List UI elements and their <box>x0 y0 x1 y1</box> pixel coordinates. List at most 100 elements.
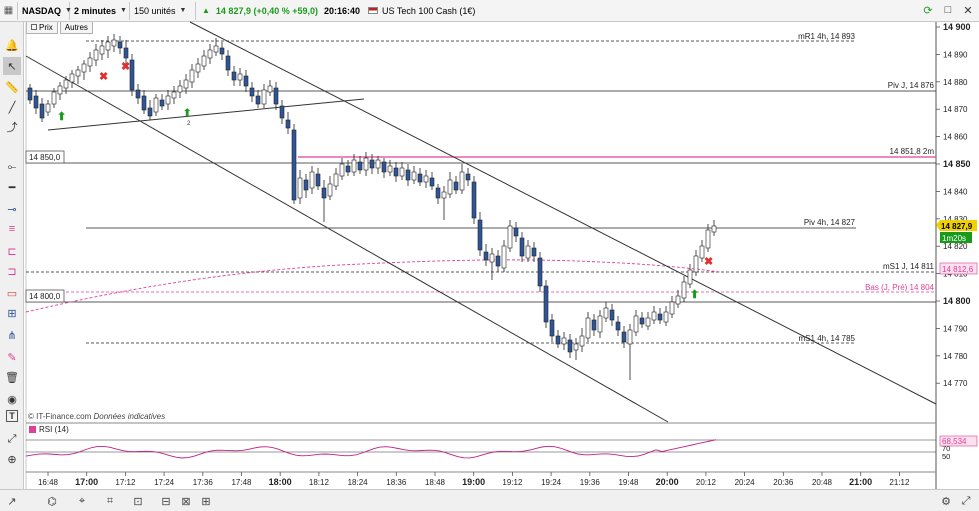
period-select[interactable]: 2 minutes ▼ <box>70 1 130 20</box>
time-axis-ticks: 16:48 17:00 17:12 17:24 17:36 17:48 18:00 18:12… <box>38 472 910 487</box>
signal-count: 2 <box>187 121 191 127</box>
candle-body <box>381 161 387 173</box>
cursor-icon[interactable]: ↗ <box>7 495 17 508</box>
pitchfork-tool-icon[interactable]: ⋔ <box>7 329 17 342</box>
indicator-tool-icon[interactable]: ⤢ <box>7 432 17 445</box>
candle-body <box>141 95 147 111</box>
channel-tool-icon[interactable]: ≡ <box>8 223 16 235</box>
chevron-down-icon: ▼ <box>179 7 187 14</box>
candle-body <box>357 161 363 171</box>
tab-autres[interactable]: Autres <box>59 22 93 34</box>
candle-body <box>243 75 249 87</box>
candle-body <box>81 63 87 73</box>
candle-body <box>63 79 69 89</box>
ruler-tool-icon[interactable]: 📏 <box>5 81 19 94</box>
zoom-tool-icon[interactable]: ⊕ <box>7 453 17 466</box>
candlesticks <box>27 34 717 380</box>
eye-icon[interactable]: ◉ <box>7 393 17 406</box>
trash-icon[interactable]: 🗑 <box>5 371 19 384</box>
time-tick-label: 20:36 <box>773 478 794 487</box>
trendline-tool-icon[interactable]: ⤴ <box>6 122 18 134</box>
tool-g-icon[interactable]: ⊞ <box>201 495 211 508</box>
candle-body <box>105 41 111 51</box>
candle-body <box>663 311 669 323</box>
settings-icon[interactable]: ⚙ <box>941 495 951 508</box>
tool-a-icon[interactable]: ⌬ <box>47 495 57 508</box>
candle-body <box>591 319 597 331</box>
chart-area[interactable]: 14 900 14 890 14 880 14 870 14 860 14 850 14 8… <box>0 0 979 489</box>
candle-body <box>45 103 51 113</box>
price-tick-label: 14 840 <box>943 187 968 196</box>
candle-body <box>477 219 483 251</box>
time-tick-label: 19:48 <box>618 478 639 487</box>
time-tick-label: 17:36 <box>193 478 214 487</box>
price-tick-label: 14 860 <box>943 133 968 142</box>
candle-body <box>177 85 183 93</box>
line-tool-icon[interactable]: ╱ <box>8 101 16 114</box>
candle-body <box>69 73 75 83</box>
candle-body <box>147 107 153 117</box>
candle-body <box>459 171 465 191</box>
price-tick-label: 14 790 <box>943 324 968 333</box>
fibonacci-tool-icon[interactable]: ⊏ <box>7 245 17 258</box>
tab-prix[interactable]: Prix <box>26 22 58 34</box>
candle-body <box>285 119 291 129</box>
rsi-color-swatch <box>29 426 36 433</box>
horizontal-ray-icon[interactable]: ⊸ <box>7 203 17 216</box>
candle-body <box>33 95 39 109</box>
us-flag-icon <box>368 7 379 14</box>
tool-b-icon[interactable]: ⌖ <box>78 494 86 507</box>
checkbox-icon <box>31 24 37 30</box>
candle-body <box>87 57 93 67</box>
gann-tool-icon[interactable]: ⊞ <box>7 307 17 320</box>
tool-d-icon[interactable]: ⊡ <box>133 495 143 508</box>
expand-icon[interactable]: ⤢ <box>961 494 971 507</box>
maximize-icon[interactable]: □ <box>944 4 952 16</box>
box-14850 <box>25 150 65 164</box>
price-tick-label: 14 850 <box>943 159 971 169</box>
candle-body <box>525 245 531 259</box>
box-14850-label: 14 850,0 <box>29 153 61 162</box>
candle-body <box>237 73 243 81</box>
time-tick-label: 16:48 <box>38 478 59 487</box>
tool-f-icon[interactable]: ⊠ <box>181 495 191 508</box>
horizontal-line-icon[interactable]: ⟜ <box>7 160 17 173</box>
menu-icon-cell[interactable]: ▦ <box>0 1 18 20</box>
refresh-icon[interactable]: ⟳ <box>923 4 933 17</box>
candle-body <box>27 87 33 101</box>
candle-body <box>531 247 537 257</box>
candle-body <box>135 89 141 99</box>
candle-body <box>633 315 639 333</box>
candle-body <box>297 177 303 199</box>
text-tool-icon[interactable]: ✎ <box>7 351 17 364</box>
tool-c-icon[interactable]: ⌗ <box>106 494 114 507</box>
buy-signal-icon: ⬆ <box>690 289 699 301</box>
price-axis-ticks: 14 900 14 890 14 880 14 870 14 860 14 850 14 8… <box>936 22 971 388</box>
units-select[interactable]: 150 unités ▼ <box>130 1 196 20</box>
alarm-bell-icon[interactable]: 🔔 <box>5 39 19 52</box>
candle-body <box>393 167 399 177</box>
piv-4h-label: Piv 4h, 14 827 <box>804 218 856 227</box>
candle-body <box>417 173 423 183</box>
candle-body <box>99 45 105 55</box>
grid-icon: ▦ <box>3 5 14 16</box>
bas-j-label: Bas (J, Pré) 14 804 <box>865 283 934 292</box>
candle-body <box>117 41 123 49</box>
candle-body <box>441 191 447 199</box>
text-box-icon[interactable]: T <box>6 410 18 422</box>
symbol-label: NASDAQ <box>22 5 62 16</box>
candle-body <box>333 173 339 187</box>
time-tick-label: 18:24 <box>348 478 369 487</box>
fibonacci-fan-icon[interactable]: ⊐ <box>7 265 17 278</box>
buy-signal-icon: ⬆ <box>57 111 66 123</box>
candle-body <box>39 103 45 119</box>
time-tick-label: 18:12 <box>309 478 330 487</box>
rsi-tick-70: 70 <box>942 444 950 453</box>
close-icon[interactable]: ✕ <box>963 4 973 17</box>
pointer-tool-icon[interactable]: ↖ <box>3 57 21 75</box>
horizontal-segment-icon[interactable]: ━ <box>8 181 16 194</box>
tool-e-icon[interactable]: ⊟ <box>161 495 171 508</box>
symbol-select[interactable]: NASDAQ ▼ <box>18 1 72 20</box>
rectangle-tool-icon[interactable]: ▭ <box>6 287 18 300</box>
candle-body <box>567 339 573 353</box>
